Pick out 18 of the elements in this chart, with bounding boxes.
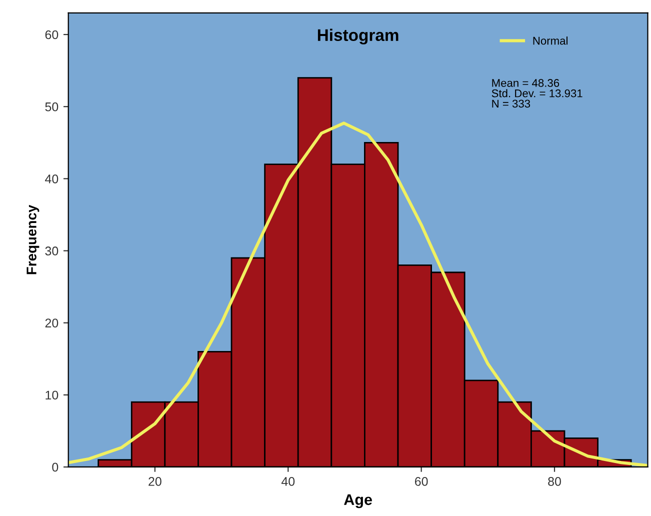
y-tick-label: 40 [45, 174, 58, 184]
annotation: N = 333 [492, 100, 530, 108]
y-axis-title: Frequency [26, 204, 40, 274]
x-axis-title: Age [344, 494, 372, 508]
legend-label: Normal [533, 36, 568, 45]
y-tick-label: 20 [45, 318, 58, 328]
annotation: Mean = 48.36 [492, 79, 560, 87]
annotation: Std. Dev. = 13.931 [492, 89, 582, 98]
text: Histogram [318, 28, 398, 44]
x-tick-label: 40 [281, 477, 295, 486]
x-tick-label: 20 [148, 477, 162, 486]
y-tick-label: 50 [45, 102, 58, 112]
y-tick-label: 10 [46, 390, 58, 400]
x-tick-label: 80 [548, 477, 561, 486]
x-tick-label: 60 [415, 477, 428, 486]
y-tick-label: 0 [52, 462, 58, 472]
y-tick-label: 30 [45, 246, 58, 256]
y-tick-label: 60 [45, 30, 58, 40]
